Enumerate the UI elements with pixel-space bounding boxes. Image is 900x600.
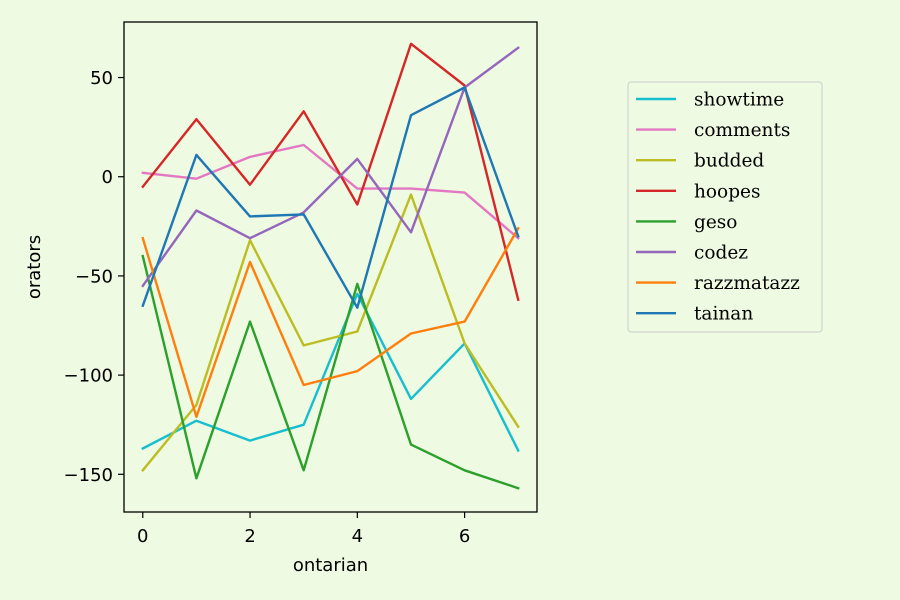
legend-label-razzmatazz: razzmatazz — [694, 273, 800, 294]
series-line-comments — [141, 143, 520, 240]
series-line-tainan — [141, 86, 520, 309]
y-tick-label: 50 — [90, 68, 113, 89]
y-tick-label: −100 — [64, 366, 113, 387]
y-tick-label: 0 — [102, 167, 113, 188]
y-tick-label: −50 — [75, 266, 113, 287]
y-axis: 50 0 −50 −100 −150 — [64, 68, 124, 486]
x-axis: 0 2 4 6 — [137, 512, 470, 547]
series-layer — [141, 42, 520, 490]
y-axis-label: orators — [24, 235, 45, 299]
legend-label-showtime: showtime — [694, 90, 784, 111]
y-tick-label: −150 — [64, 465, 113, 486]
series-line-codez — [141, 46, 520, 288]
x-tick-label: 6 — [459, 526, 470, 547]
legend-label-hoopes: hoopes — [694, 181, 760, 202]
legend-label-budded: budded — [694, 151, 764, 172]
legend-label-codez: codez — [694, 243, 748, 264]
legend-label-geso: geso — [694, 212, 737, 233]
series-line-showtime — [141, 292, 520, 453]
series-line-budded — [141, 193, 520, 472]
legend-frame — [627, 81, 823, 333]
x-tick-label: 0 — [137, 526, 148, 547]
series-line-hoopes — [141, 42, 520, 302]
series-line-razzmatazz — [141, 226, 520, 418]
x-axis-label: ontarian — [293, 555, 368, 576]
x-tick-label: 4 — [352, 526, 363, 547]
legend: showtime comments budded hoopes geso codez raz… — [627, 81, 823, 333]
x-tick-label: 2 — [244, 526, 255, 547]
plot-frame — [123, 21, 538, 513]
legend-label-tainan: tainan — [694, 304, 753, 325]
legend-label-comments: comments — [694, 120, 790, 141]
